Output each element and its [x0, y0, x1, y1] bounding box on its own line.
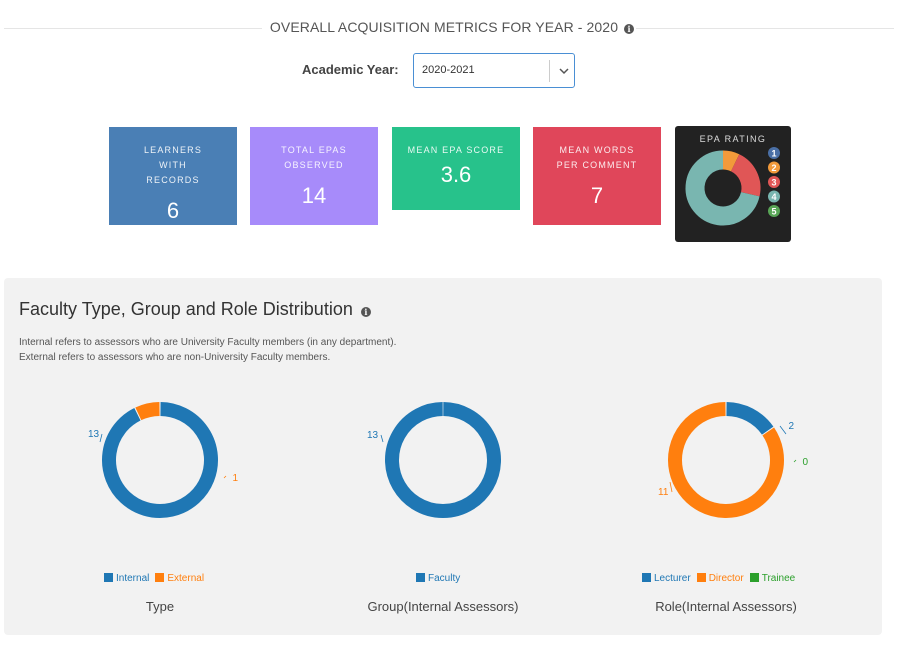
legend-label: Trainee	[761, 573, 796, 584]
epa-legend-dot	[768, 161, 780, 174]
panel-title: Faculty Type, Group and Role Distributio…	[19, 299, 371, 320]
legend-label: External	[167, 573, 205, 584]
value-label: 13	[88, 429, 100, 440]
group-donut-chart: 13	[367, 402, 501, 518]
epas-observed-card: TOTAL EPAS OBSERVED 14	[250, 127, 378, 225]
legend-label: Lecturer	[654, 573, 691, 584]
card-value: 14	[301, 183, 327, 208]
role-legend: Lecturer Director Trainee	[642, 573, 801, 584]
legend-item-lecturer[interactable]: Lecturer	[642, 573, 691, 584]
select-separator	[549, 60, 550, 82]
donut-slice-external[interactable]	[135, 402, 160, 421]
value-leader-line	[669, 481, 673, 493]
donut-slice-internal[interactable]	[102, 402, 218, 518]
card-label: LEARNERS WITH RECORDS	[143, 145, 203, 185]
epa-legend-dot	[768, 147, 780, 159]
panel-title-text: Faculty Type, Group and Role Distributio…	[19, 299, 353, 319]
info-icon[interactable]: i	[360, 307, 371, 317]
panel-description: Internal refers to assessors who are Uni…	[19, 335, 396, 365]
type-legend: Internal External	[104, 573, 210, 584]
info-icon[interactable]: i	[624, 24, 635, 34]
epa-rating-chart: 1 2 3 4 5	[685, 147, 780, 226]
card-label: TOTAL EPAS OBSERVED	[281, 145, 347, 170]
legend-swatch	[416, 573, 425, 582]
legend-swatch	[749, 573, 759, 582]
epa-slice-3	[730, 154, 761, 197]
epa-legend-dot	[768, 205, 780, 217]
legend-label: Faculty	[428, 573, 461, 584]
epa-legend-label: 3	[771, 178, 776, 188]
type-caption: Type	[145, 599, 175, 614]
card-value: 3.6	[440, 162, 472, 187]
epa-rating-card: EPA RATING 1 2 3 4 5	[675, 126, 791, 242]
value-label: 0	[802, 457, 808, 468]
legend-label: Internal	[116, 573, 150, 584]
page-title-text: OVERALL ACQUISITION METRICS FOR YEAR - 2…	[269, 19, 619, 35]
legend-swatch	[696, 573, 706, 582]
value-leader-line	[779, 425, 787, 435]
donut-slice-director[interactable]	[668, 402, 784, 518]
value-label: 1	[232, 473, 238, 484]
epa-slice-4	[685, 150, 760, 226]
academic-year-label: Academic Year:	[302, 62, 399, 77]
desc-external: External refers to assessors who are non…	[19, 352, 331, 363]
desc-internal: Internal refers to assessors who are Uni…	[19, 337, 397, 348]
value-leader-line	[380, 434, 384, 443]
metrics-header: OVERALL ACQUISITION METRICS FOR YEAR - 2…	[0, 0, 904, 58]
legend-item-internal[interactable]: Internal	[104, 573, 149, 584]
epa-legend-label: 5	[771, 207, 776, 217]
value-leader-line	[99, 433, 103, 443]
distribution-panel: Faculty Type, Group and Role Distributio…	[4, 278, 882, 635]
academic-year-value: 2020-2021	[422, 64, 475, 76]
role-donut-chart: 2 11 0	[658, 402, 808, 518]
academic-year-select[interactable]: 2020-2021	[413, 53, 575, 88]
legend-item-faculty[interactable]: Faculty	[416, 573, 460, 584]
legend-item-trainee[interactable]: Trainee	[749, 573, 796, 584]
header-divider-left	[4, 28, 262, 29]
epa-legend-dot	[768, 176, 780, 188]
epa-slice-2	[722, 150, 740, 172]
legend-swatch	[155, 573, 165, 582]
donut-slice-faculty[interactable]	[385, 402, 501, 518]
page-title: OVERALL ACQUISITION METRICS FOR YEAR - 2…	[0, 19, 904, 35]
mean-words-card: MEAN WORDS PER COMMENT 7	[533, 127, 661, 225]
epa-legend-label: 4	[771, 192, 776, 202]
value-label: 2	[788, 421, 794, 432]
value-leader-line	[793, 459, 797, 463]
value-label: 11	[658, 487, 669, 498]
role-caption: Role(Internal Assessors)	[655, 599, 797, 614]
card-label: MEAN EPA SCORE	[407, 145, 505, 155]
value-leader-line	[223, 475, 227, 479]
group-caption: Group(Internal Assessors)	[367, 599, 519, 614]
value-label: 13	[367, 430, 379, 441]
legend-item-director[interactable]: Director	[696, 573, 744, 584]
legend-item-external[interactable]: External	[155, 573, 204, 584]
mean-score-card: MEAN EPA SCORE 3.6	[392, 127, 520, 210]
card-label: MEAN WORDS PER COMMENT	[556, 145, 638, 170]
chevron-down-icon[interactable]	[554, 60, 574, 82]
legend-swatch	[104, 573, 113, 582]
group-legend: Faculty	[416, 573, 466, 584]
card-value: 7	[590, 183, 604, 208]
legend-swatch	[642, 573, 651, 582]
legend-label: Director	[708, 573, 744, 584]
epa-legend-label: 1	[771, 149, 776, 159]
donut-slice-lecturer[interactable]	[726, 402, 774, 435]
header-divider-right	[636, 28, 894, 29]
type-donut-chart: 13 1	[88, 402, 238, 518]
epa-rating-title: EPA RATING	[699, 134, 767, 144]
card-value: 6	[166, 198, 180, 223]
epa-legend-dot	[768, 190, 780, 203]
learners-card: LEARNERS WITH RECORDS 6	[109, 127, 237, 225]
epa-legend-label: 2	[771, 163, 776, 173]
